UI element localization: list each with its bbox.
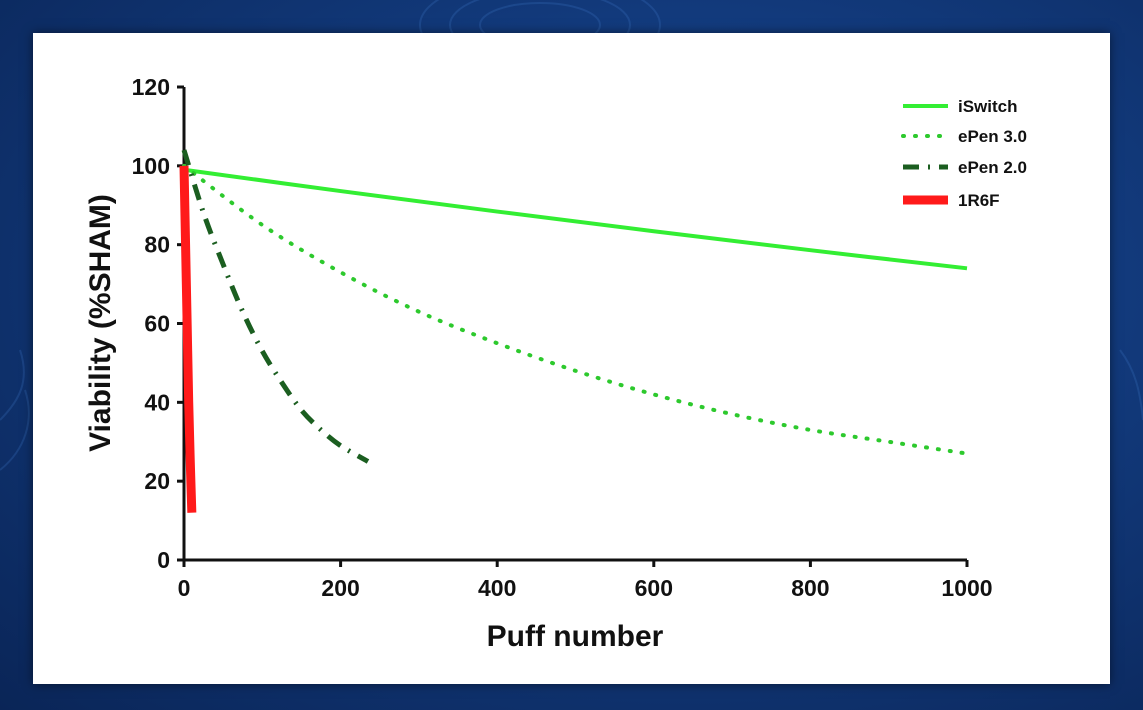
y-tick-label: 60 — [144, 311, 170, 337]
series-group — [179, 149, 969, 513]
x-axis-title: Puff number — [487, 620, 664, 653]
y-axis-title: Viability (%SHAM) — [84, 194, 117, 452]
x-tick-label: 400 — [478, 575, 516, 601]
x-tick-label: 800 — [791, 575, 829, 601]
legend-label-epen-2-0: ePen 2.0 — [958, 158, 1027, 177]
y-tick-label: 20 — [144, 468, 170, 494]
axes-group — [182, 87, 967, 562]
series-line-epen-2-0 — [181, 149, 370, 464]
y-tick-label: 100 — [132, 153, 170, 179]
x-tick-label: 1000 — [941, 575, 992, 601]
series-line-iswitch — [183, 167, 968, 271]
legend-label-1r6f: 1R6F — [958, 191, 1000, 210]
x-ticks-group: 0 200 400 600 800 1000 — [178, 560, 993, 601]
series-line-epen-3-0 — [182, 163, 969, 456]
y-tick-label: 80 — [144, 232, 170, 258]
legend: iSwitch ePen 3.0 ePen 2.0 1R6F — [901, 97, 1027, 210]
y-ticks-group: 0 20 40 60 80 100 120 — [132, 74, 184, 573]
x-tick-label: 600 — [635, 575, 673, 601]
chart-panel: 0 20 40 60 80 100 120 0 200 400 600 800 1000 Puff n… — [33, 33, 1110, 684]
y-tick-label: 40 — [144, 389, 170, 415]
x-tick-label: 0 — [178, 575, 191, 601]
legend-label-iswitch: iSwitch — [958, 97, 1018, 116]
y-tick-label: 120 — [132, 74, 170, 100]
viability-line-chart: 0 20 40 60 80 100 120 0 200 400 600 800 1000 Puff n… — [84, 74, 1027, 653]
x-tick-label: 200 — [321, 575, 359, 601]
y-tick-label: 0 — [157, 547, 170, 573]
legend-label-epen-3-0: ePen 3.0 — [958, 127, 1027, 146]
series-line-1r6f — [179, 165, 197, 513]
